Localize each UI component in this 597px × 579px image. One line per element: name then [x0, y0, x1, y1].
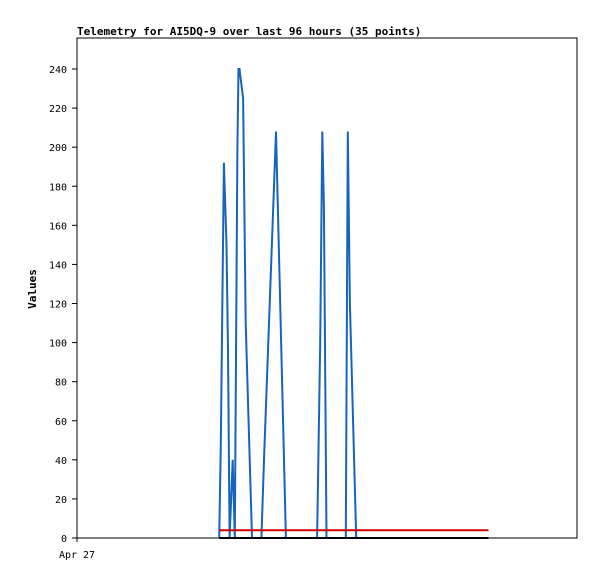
chart-title: Telemetry for AI5DQ-9 over last 96 hours…	[77, 25, 421, 38]
y-axis-label: Values	[26, 269, 39, 309]
x-tick-label-0: Apr 27	[59, 550, 95, 561]
y-tick-label-160: 160	[49, 221, 67, 232]
y-tick-label-20: 20	[55, 495, 67, 506]
y-tick-label-200: 200	[49, 143, 67, 154]
y-tick-label-180: 180	[49, 182, 67, 193]
y-tick-label-220: 220	[49, 104, 67, 115]
y-tick-label-120: 120	[49, 300, 67, 311]
y-tick-label-60: 60	[55, 417, 67, 428]
y-tick-label-0: 0	[61, 534, 67, 545]
y-tick-label-100: 100	[49, 339, 67, 350]
y-tick-label-80: 80	[55, 378, 67, 389]
y-tick-label-140: 140	[49, 260, 67, 271]
y-tick-label-240: 240	[49, 65, 67, 76]
y-tick-label-40: 40	[55, 456, 67, 467]
chart-marks: 0 20 40 60 80 100 120 140 160 180 200 220 240 Apr 27	[49, 65, 489, 561]
